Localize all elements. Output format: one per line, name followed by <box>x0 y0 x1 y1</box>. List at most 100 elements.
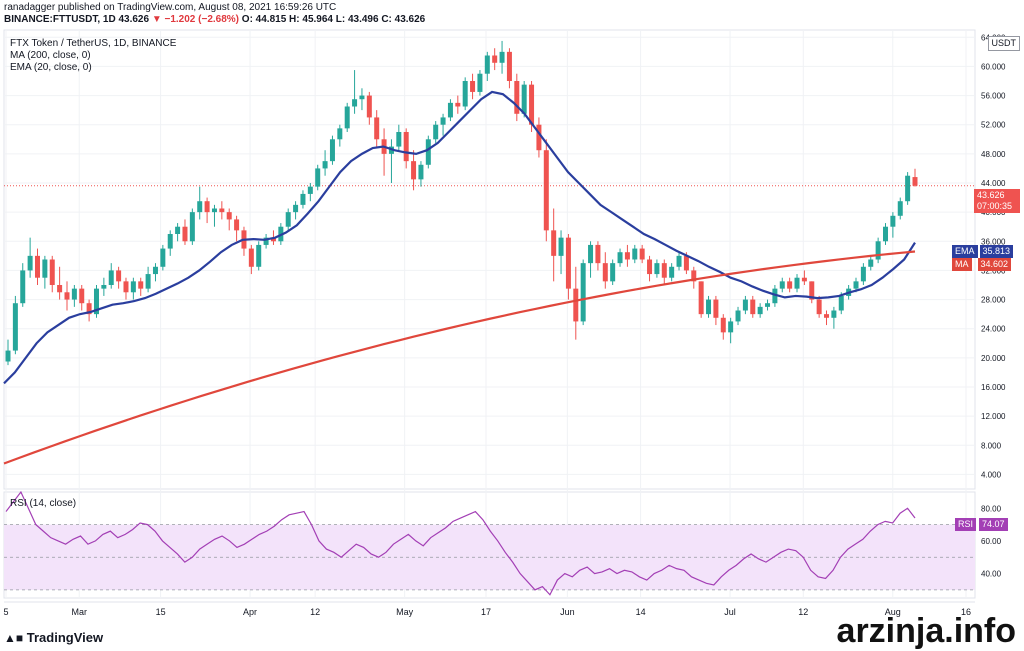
candle-body <box>470 81 476 92</box>
candle-body <box>565 237 571 289</box>
candle-body <box>683 255 689 271</box>
price-tick-label: 48.000 <box>981 150 1006 159</box>
time-tick-label: 16 <box>961 607 971 617</box>
price-tick-label: 60.000 <box>981 62 1006 71</box>
candle-body <box>447 102 453 118</box>
candle-body <box>79 288 85 304</box>
time-tick-label: Apr <box>243 607 257 617</box>
candle-body <box>411 161 417 180</box>
candle-body <box>654 263 660 275</box>
candle-body <box>853 281 859 289</box>
candle-body <box>307 186 313 194</box>
candle-body <box>211 208 217 213</box>
rsi-badge-value: 74.07 <box>979 518 1008 531</box>
candle-body <box>632 248 638 260</box>
candle-body <box>270 237 276 242</box>
time-tick-label: 15 <box>156 607 166 617</box>
candle-body <box>905 175 911 202</box>
time-tick-label: 12 <box>310 607 320 617</box>
candle-body <box>366 95 372 118</box>
candle-body <box>108 270 114 285</box>
candle-body <box>742 299 748 311</box>
candle-body <box>521 84 527 114</box>
candle-body <box>322 161 328 169</box>
price-tick-label: 12.000 <box>981 412 1006 421</box>
candle-body <box>779 281 785 289</box>
candle-body <box>329 139 335 162</box>
candle-body <box>484 55 490 74</box>
candle-body <box>226 212 232 220</box>
price-tick-label: 4.000 <box>981 470 1002 479</box>
candle-body <box>536 124 542 151</box>
time-tick-label: May <box>396 607 414 617</box>
candle-body <box>160 248 166 267</box>
candle-body <box>256 244 262 267</box>
price-tick-label: 24.000 <box>981 325 1006 334</box>
tv-logo-icon: ▲■ <box>4 631 24 645</box>
candle-body <box>403 132 409 162</box>
candle-body <box>602 263 608 282</box>
tradingview-logo[interactable]: ▲■ TradingView <box>4 630 103 645</box>
candle-body <box>27 255 33 271</box>
candle-body <box>890 215 896 227</box>
symbol-ohlc-line: BINANCE:FTTUSDT, 1D 43.626 ▼ −1.202 (−2.… <box>4 14 425 25</box>
candle-body <box>175 226 181 234</box>
candle-body <box>543 150 549 231</box>
candle-body <box>418 164 424 180</box>
candle-body <box>138 281 144 289</box>
candle-body <box>285 212 291 227</box>
candle-body <box>344 106 350 129</box>
rsi-badge-label: RSI <box>955 518 977 531</box>
ema-line <box>3 90 916 385</box>
candle-body <box>499 51 505 63</box>
candle-body <box>573 288 579 322</box>
price-tick-label: 8.000 <box>981 441 1002 450</box>
candle-body <box>787 281 793 289</box>
time-tick-label: Aug <box>885 607 901 617</box>
rsi-tick-label: 60.00 <box>981 537 1002 546</box>
rsi-tick-label: 40.00 <box>981 570 1002 579</box>
candle-body <box>396 132 402 147</box>
candle-body <box>868 259 874 267</box>
time-tick-label: Mar <box>71 607 87 617</box>
rsi-line <box>5 490 916 596</box>
time-tick-label: Jun <box>560 607 575 617</box>
candle-body <box>189 212 195 242</box>
countdown-value: 07:00:35 <box>977 201 1013 211</box>
candle-body <box>875 241 881 260</box>
time-tick-label: 5 <box>3 607 8 617</box>
candle-body <box>816 299 822 315</box>
candle-body <box>551 230 557 256</box>
candle-body <box>912 177 918 186</box>
candle-body <box>883 226 889 242</box>
rsi-tick-label: 80.00 <box>981 504 1002 513</box>
price-tick-label: 44.000 <box>981 179 1006 188</box>
candle-body <box>691 270 697 282</box>
candle-body <box>116 270 122 282</box>
candle-body <box>610 263 616 282</box>
candle-body <box>824 314 830 318</box>
candle-body <box>440 117 446 125</box>
ema-badge-label: EMA <box>952 245 978 258</box>
candle-body <box>809 281 815 300</box>
time-tick-label: 14 <box>636 607 646 617</box>
ma-badge-label: MA <box>952 258 972 271</box>
candle-body <box>624 252 630 260</box>
candle-body <box>219 208 225 213</box>
candle-body <box>588 244 594 264</box>
last-price-value: 43.626 <box>977 190 1005 200</box>
currency-badge[interactable]: USDT <box>987 36 1020 51</box>
rsi-band <box>4 524 975 590</box>
rsi-badge: RSI 74.07 <box>955 518 1021 531</box>
candle-body <box>123 281 129 293</box>
candle-body <box>71 288 77 300</box>
price-tick-label: 52.000 <box>981 121 1006 130</box>
time-tick-label: Jul <box>724 607 736 617</box>
candle-body <box>5 350 11 362</box>
candle-body <box>145 274 151 289</box>
candle-body <box>477 73 483 92</box>
candle-body <box>514 81 520 114</box>
price-tick-label: 20.000 <box>981 354 1006 363</box>
candle-body <box>765 303 771 307</box>
